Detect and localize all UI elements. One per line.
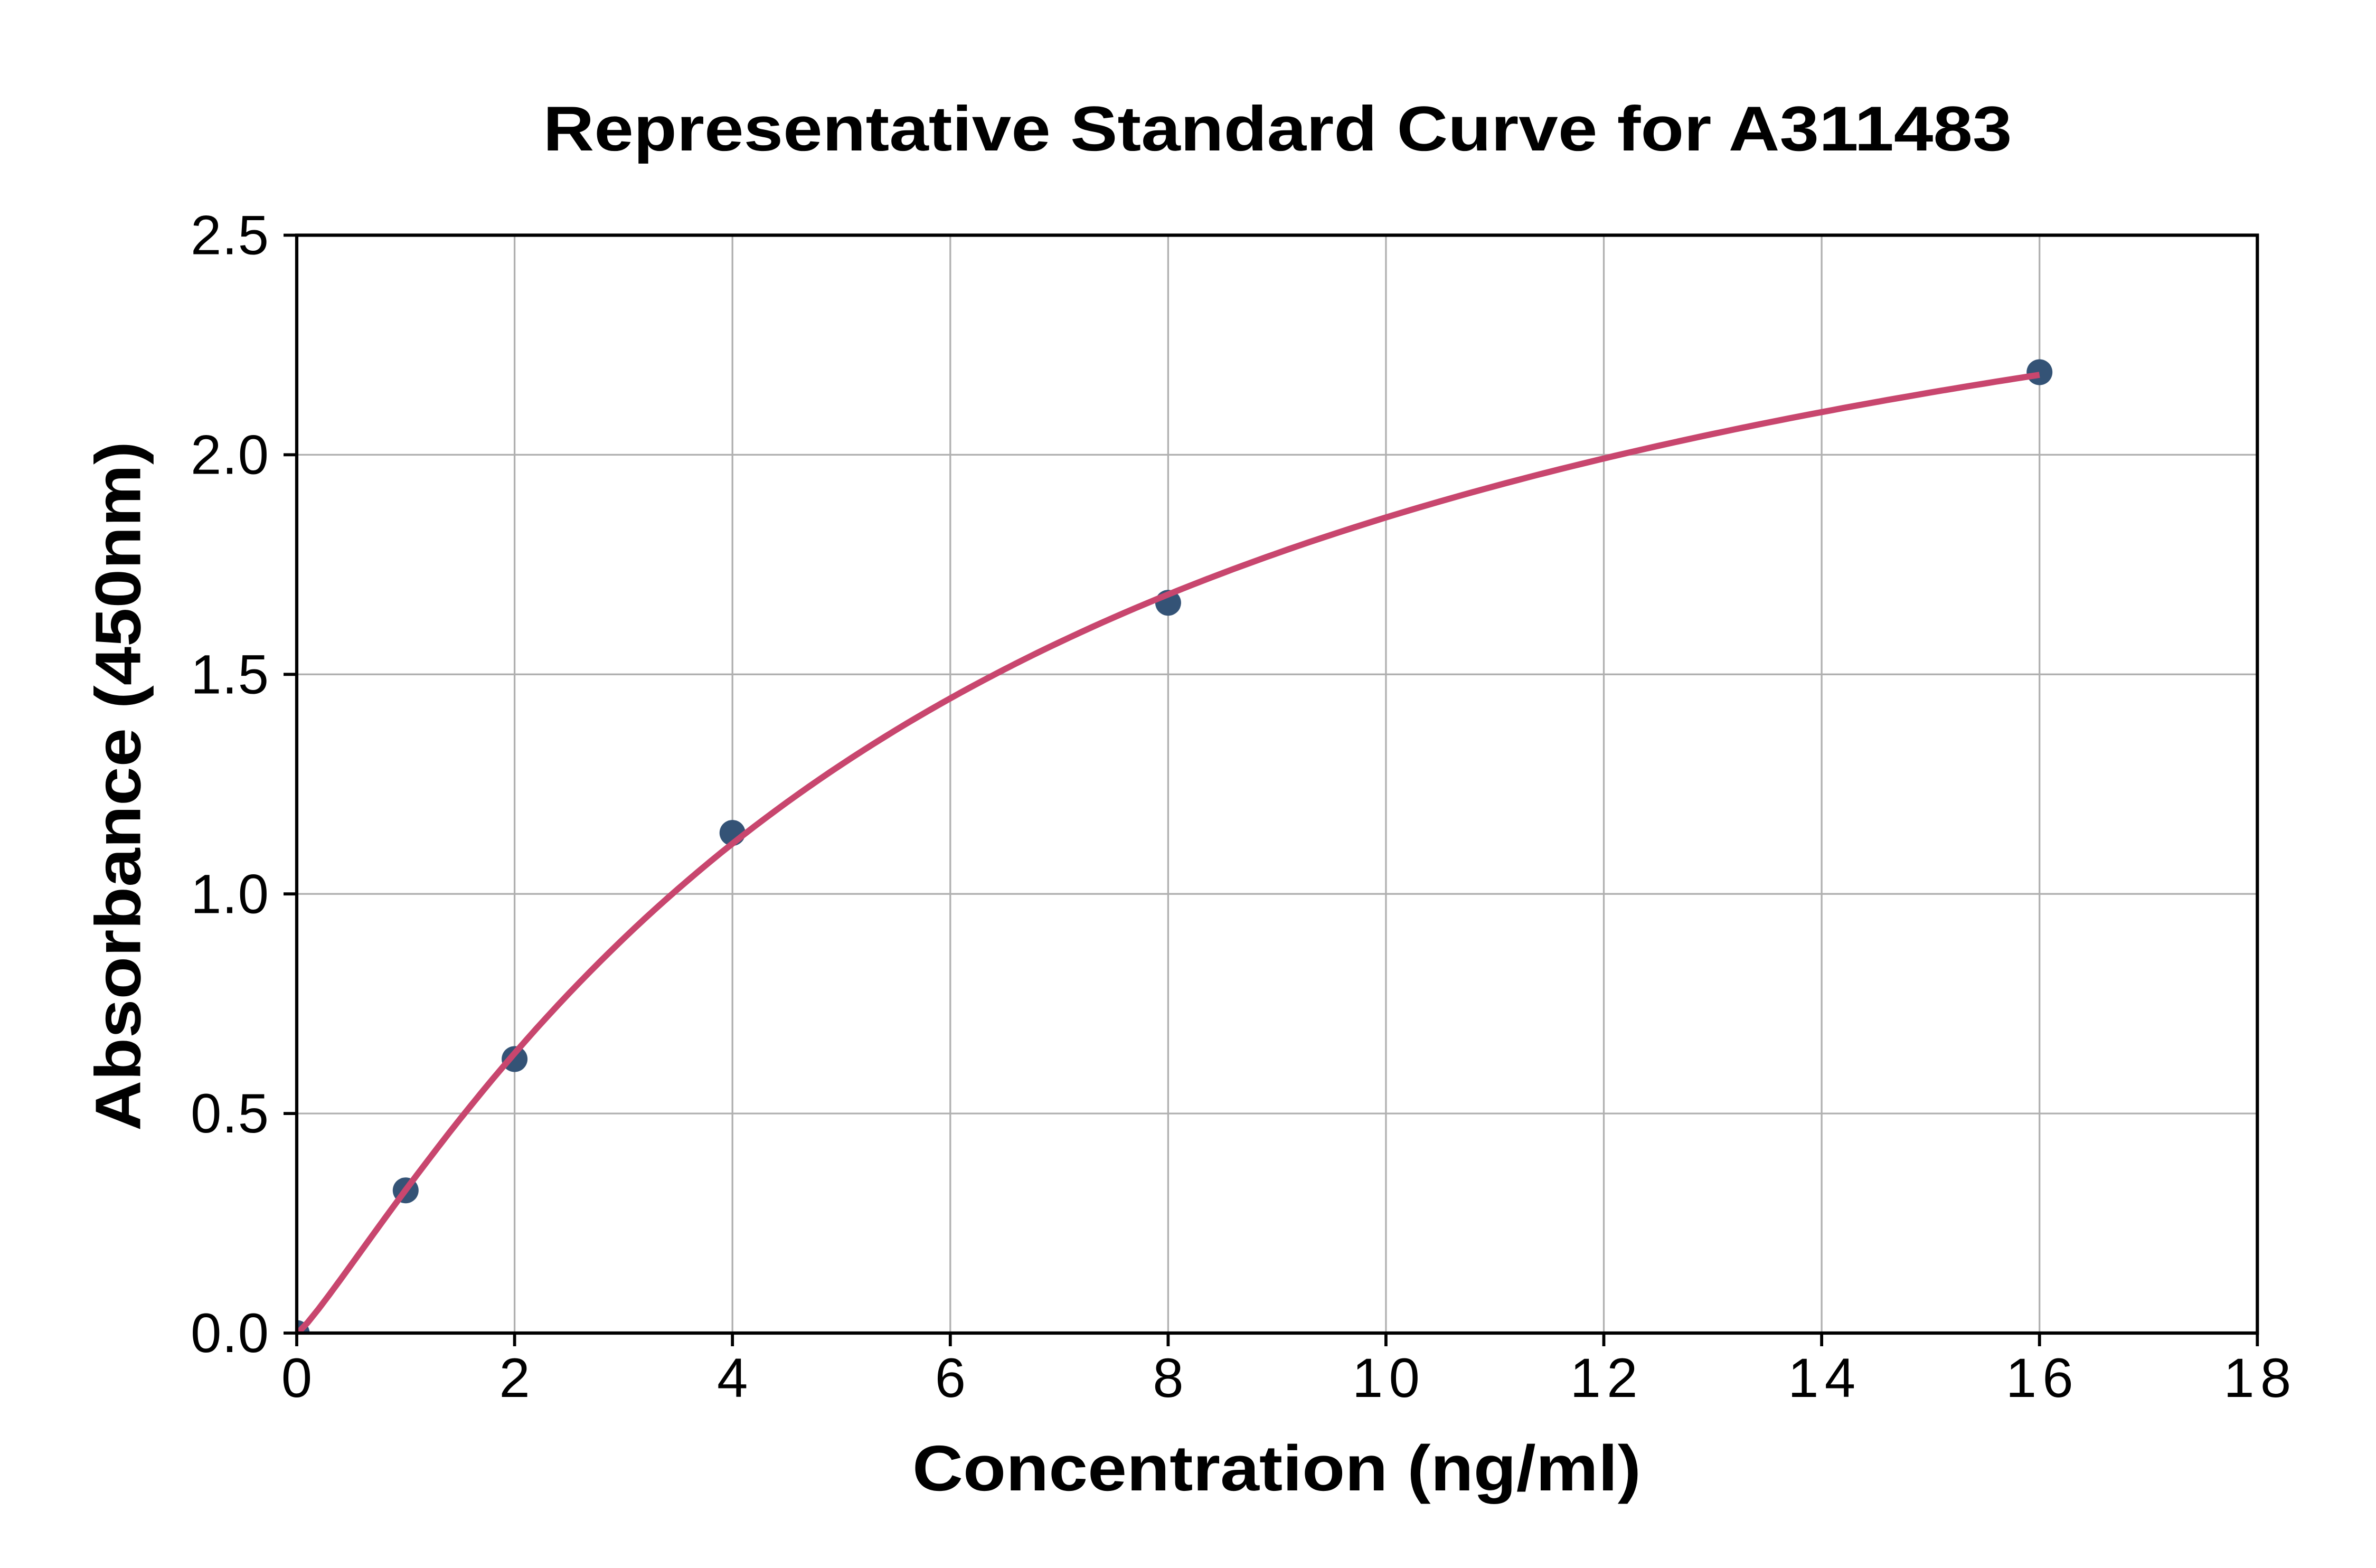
svg-text:2.0: 2.0 bbox=[191, 424, 269, 486]
svg-text:0.0: 0.0 bbox=[191, 1302, 269, 1364]
svg-text:2: 2 bbox=[499, 1347, 530, 1409]
svg-text:Representative Standard Curve: Representative Standard Curve for A31148… bbox=[543, 93, 2012, 164]
svg-text:0: 0 bbox=[281, 1347, 312, 1409]
svg-text:4: 4 bbox=[717, 1347, 748, 1409]
svg-text:6: 6 bbox=[935, 1347, 966, 1409]
svg-text:2.5: 2.5 bbox=[191, 205, 269, 267]
svg-text:0.5: 0.5 bbox=[191, 1083, 269, 1145]
svg-text:1.0: 1.0 bbox=[191, 863, 269, 925]
svg-text:Absorbance (450nm): Absorbance (450nm) bbox=[82, 441, 154, 1131]
svg-text:Concentration (ng/ml): Concentration (ng/ml) bbox=[912, 1432, 1641, 1504]
svg-text:1.5: 1.5 bbox=[191, 644, 269, 705]
svg-text:8: 8 bbox=[1153, 1347, 1183, 1409]
